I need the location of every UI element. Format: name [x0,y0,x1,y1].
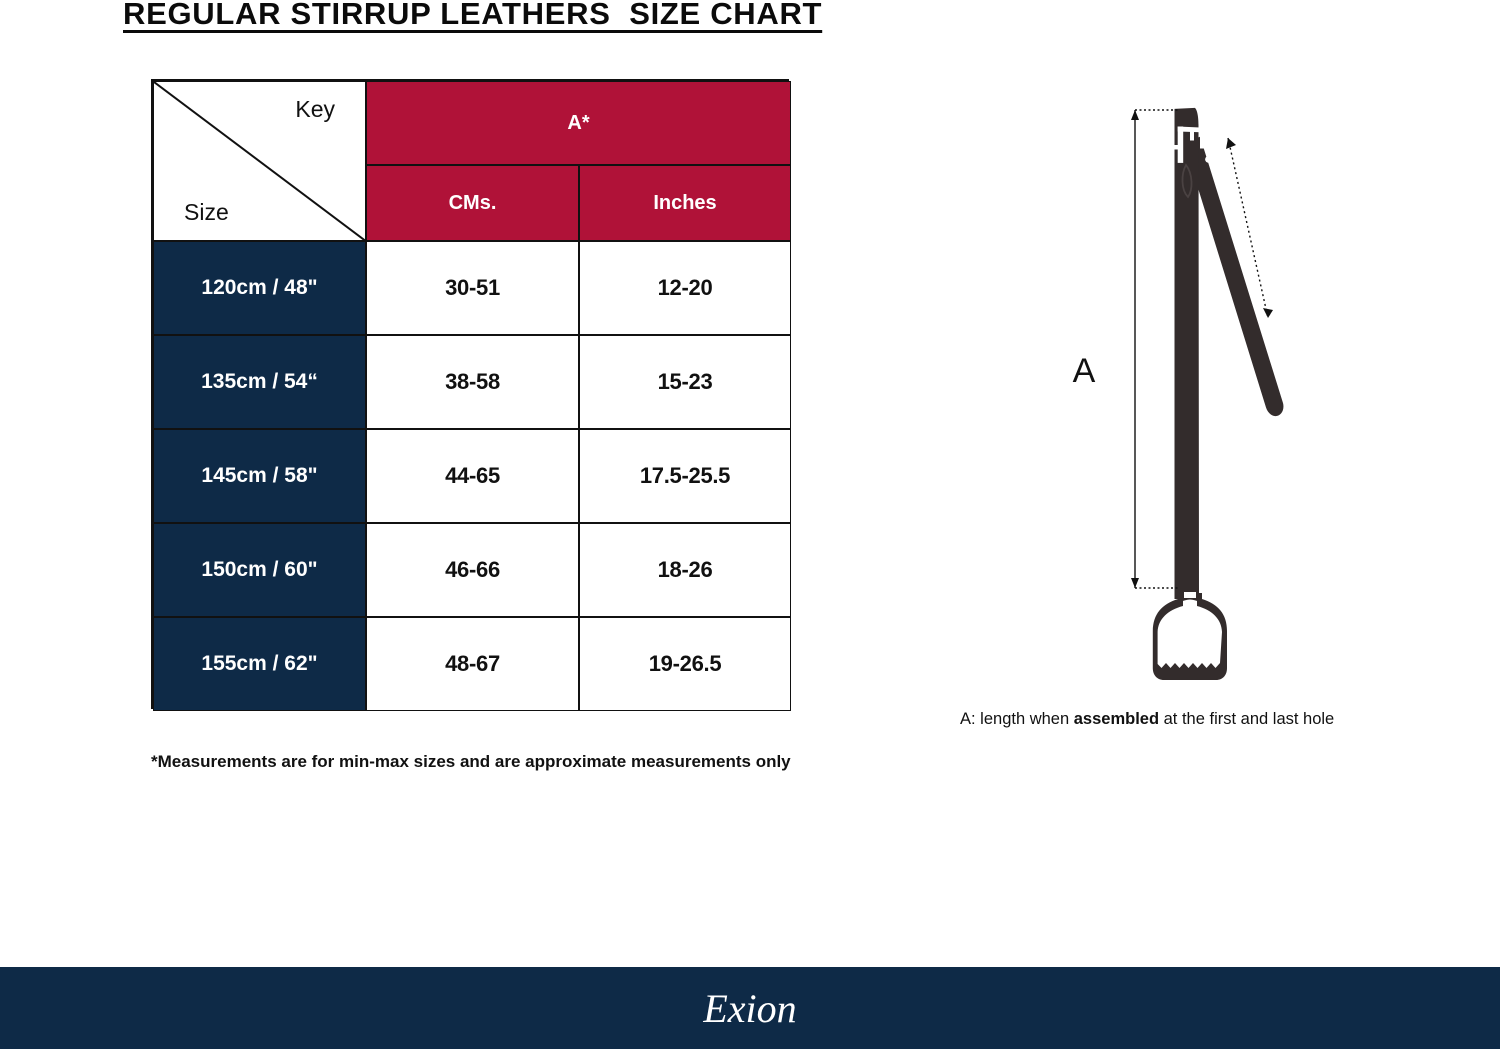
svg-text:A: A [1073,352,1096,390]
